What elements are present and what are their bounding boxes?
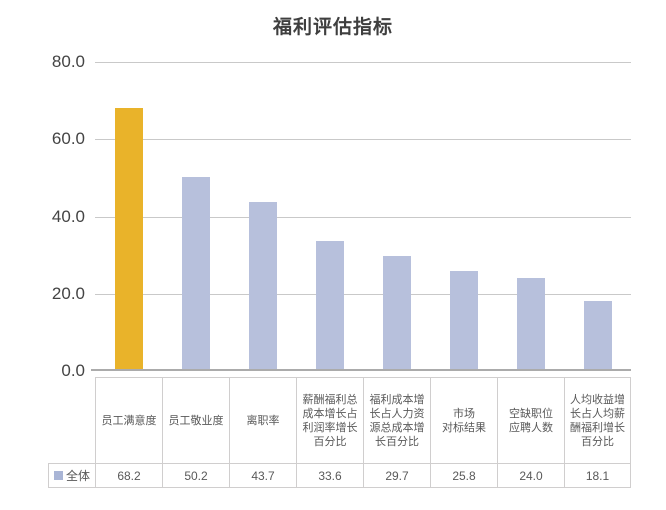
gridline	[95, 216, 631, 218]
y-axis-tick-label: 0.0	[61, 361, 85, 380]
table-header-cell: 人均收益增长占人均薪酬福利增长百分比	[564, 377, 631, 463]
table-header-cell: 福利成本增长占人力资源总成本增长百分比	[363, 377, 430, 463]
y-axis-tick-label: 60.0	[51, 129, 85, 149]
data-table: 员工满意度 员工敬业度 离职率 薪酬福利总成本增长占利润率增长百分比 福利成本增长占人力…	[48, 377, 631, 488]
bar	[382, 256, 411, 369]
y-axis: 0.0 20.0 40.0 60.0 80.0	[0, 52, 85, 380]
table-value-cell: 43.7	[229, 463, 296, 488]
y-axis-tick-label: 80.0	[51, 52, 85, 71]
table-header-cell: 员工满意度	[95, 377, 162, 463]
bar	[583, 301, 612, 369]
chart-title: 福利评估指标	[272, 17, 393, 38]
table-value-cell: 24.0	[497, 463, 564, 488]
legend-series-label: 全体	[65, 469, 90, 483]
y-axis-tick-label: 40.0	[51, 206, 85, 226]
legend-cell: 全体	[48, 463, 95, 488]
bar	[449, 271, 478, 369]
y-axis-tick-label: 20.0	[51, 283, 85, 303]
table-header-row: 员工满意度 员工敬业度 离职率 薪酬福利总成本增长占利润率增长百分比 福利成本增长占人力…	[95, 377, 631, 463]
bar	[516, 278, 545, 369]
bar	[248, 202, 277, 369]
table-value-cell: 18.1	[564, 463, 631, 488]
plot-area	[91, 62, 631, 371]
table-value-cell: 68.2	[95, 463, 162, 488]
table-value-cell: 25.8	[430, 463, 497, 488]
table-header-cell: 员工敬业度	[162, 377, 229, 463]
x-axis-line	[91, 369, 631, 371]
legend-marker-icon	[53, 471, 63, 480]
table-value-cell: 33.6	[296, 463, 363, 488]
table-value-cell: 29.7	[363, 463, 430, 488]
bar	[114, 107, 143, 369]
bar	[315, 241, 344, 369]
gridline	[95, 139, 631, 141]
bar	[181, 177, 210, 369]
table-header-cell: 离职率	[229, 377, 296, 463]
table-header-cell: 市场 对标结果	[430, 377, 497, 463]
table-value-row: 全体 68.2 50.2 43.7 33.6 29.7 25.8 24.0 18.1	[48, 463, 631, 488]
table-header-cell: 空缺职位 应聘人数	[497, 377, 564, 463]
gridline	[95, 62, 631, 63]
table-header-cell: 薪酬福利总成本增长占利润率增长百分比	[296, 377, 363, 463]
table-value-cell: 50.2	[162, 463, 229, 488]
gridline	[95, 293, 631, 295]
